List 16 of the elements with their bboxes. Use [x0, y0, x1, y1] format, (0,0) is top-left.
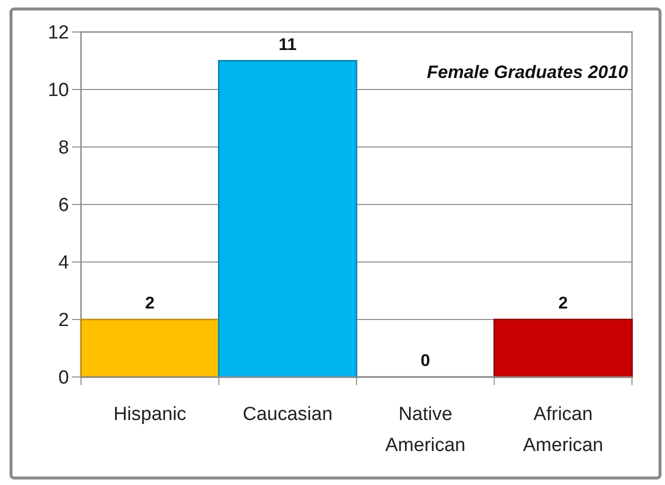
x-tick-label: African American — [523, 404, 604, 456]
y-tick-label: 2 — [58, 310, 69, 332]
y-tick-label: 10 — [48, 80, 69, 102]
x-tick-label: Native American — [385, 404, 466, 456]
data-label: 2 — [558, 294, 568, 312]
data-label: 11 — [278, 34, 297, 54]
data-label: 0 — [420, 351, 430, 370]
y-tick-label: 6 — [58, 195, 69, 216]
y-tick-label: 0 — [58, 368, 69, 389]
y-tick-label: 12 — [48, 22, 69, 44]
x-tick-label: Hispanic — [113, 404, 186, 425]
text: Female Graduates 2010 — [426, 62, 628, 82]
x-tick-label: Caucasian — [242, 404, 333, 425]
y-tick-label: 8 — [58, 138, 69, 159]
y-tick-label: 4 — [58, 252, 70, 274]
data-label: 2 — [145, 294, 155, 312]
